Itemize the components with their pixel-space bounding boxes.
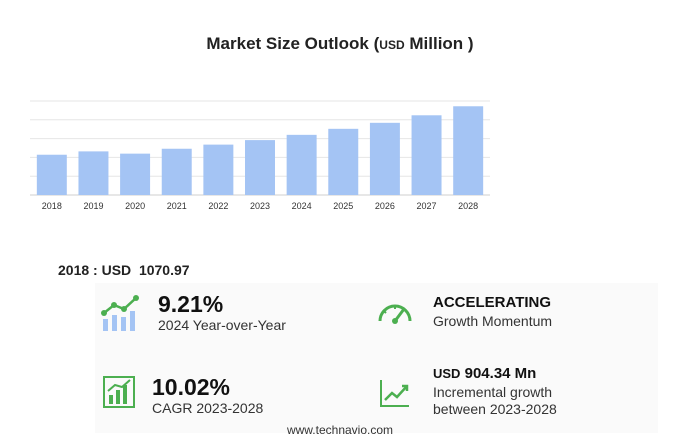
bar-chart: 2018 2019 2020 2021 2022 2023 2024 2025 2026 2027… [25, 95, 495, 220]
chart-title: Market Size Outlook (USD Million ) [206, 34, 474, 53]
kpi-yoy: 9.21% 2024 Year-over-Year [158, 291, 286, 334]
kpi-momentum: ACCELERATING Growth Momentum [433, 293, 552, 330]
base-year-value: 2018 : USD 1070.97 [58, 262, 190, 278]
bar-2023 [245, 140, 275, 195]
x-tick-label: 2023 [250, 201, 270, 211]
kpi-cagr: 10.02% CAGR 2023-2028 [152, 374, 263, 417]
bar-growth-icon [101, 295, 139, 331]
x-tick-label: 2021 [167, 201, 187, 211]
kpi-incremental-label-1: Incremental growth [433, 384, 553, 400]
kpi-momentum-label: Growth Momentum [433, 313, 553, 329]
x-tick-label: 2020 [125, 201, 145, 211]
x-tick-label: 2022 [208, 201, 228, 211]
bar-2026 [369, 122, 400, 195]
kpi-cagr-value: 10.02% [152, 374, 231, 400]
bar-2019 [78, 151, 109, 195]
speedometer-icon [378, 304, 412, 324]
x-tick-label: 2019 [83, 201, 103, 211]
x-tick-label: 2018 [42, 201, 62, 211]
x-tick-label: 2026 [375, 201, 395, 211]
kpi-incremental-value: 904.34 Mn [464, 365, 537, 382]
bar-2018 [36, 154, 67, 195]
kpi-yoy-label: 2024 Year-over-Year [158, 317, 286, 333]
kpi-panel [95, 283, 658, 433]
bar-2028 [453, 106, 484, 195]
bar-2024 [286, 134, 317, 195]
kpi-incremental: USD 904.34 Mn Incremental growth between… [433, 364, 557, 418]
x-tick-label: 2024 [292, 201, 312, 211]
bar-2020 [120, 153, 151, 195]
kpi-yoy-value: 9.21% [158, 291, 224, 317]
footer-site: www.technavio.com [286, 423, 394, 437]
trend-line-icon [380, 380, 409, 407]
title-unit-small: USD [379, 38, 405, 52]
bar-chart-svg: 2018 2019 2020 2021 2022 2023 2024 2025 2026 2027… [30, 100, 490, 211]
x-tick-label: 2025 [333, 201, 353, 211]
kpi-incremental-currency: USD [433, 366, 461, 381]
cagr-chart-icon [103, 376, 135, 408]
bar-2027 [411, 115, 442, 195]
kpi-cagr-label: CAGR 2023-2028 [152, 400, 264, 416]
x-tick-label: 2027 [417, 201, 437, 211]
bar-2022 [203, 144, 234, 195]
kpi-momentum-value: ACCELERATING [433, 294, 552, 311]
kpi-incremental-label-2: between 2023-2028 [433, 401, 557, 417]
x-tick-label: 2028 [458, 201, 478, 211]
bar-2025 [328, 128, 359, 195]
bar-2021 [161, 148, 192, 195]
